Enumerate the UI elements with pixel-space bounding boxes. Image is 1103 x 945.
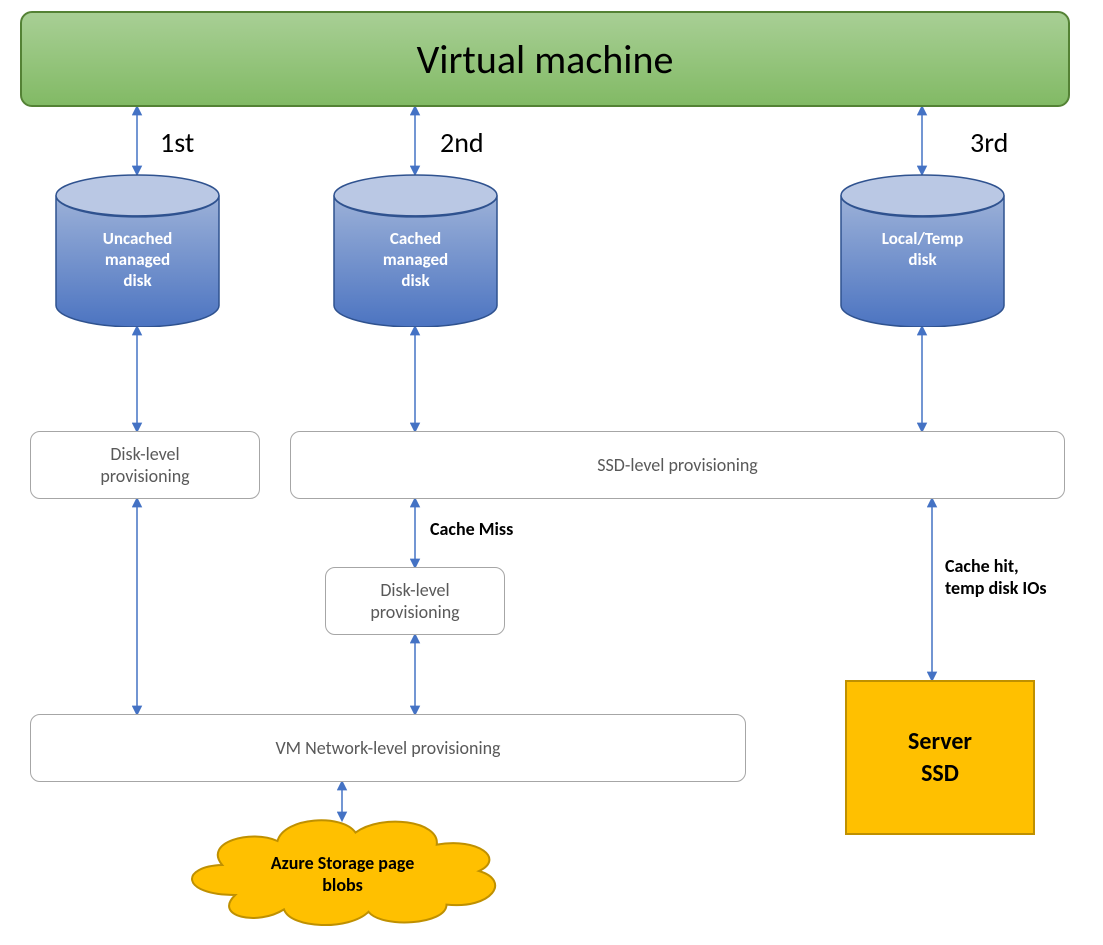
vm-network-label: VM Network-level provisioning — [275, 737, 500, 760]
annotation-1: Cache Miss — [430, 518, 513, 540]
disk-level-1-box: Disk-levelprovisioning — [30, 431, 260, 499]
vm-network-box: VM Network-level provisioning — [30, 714, 746, 782]
disk-cylinder-2: Cachedmanageddisk — [333, 174, 498, 327]
virtual-machine-label: Virtual machine — [417, 35, 674, 84]
ssd-level-box: SSD-level provisioning — [290, 431, 1065, 499]
diagram-canvas: Virtual machine 1st 2nd 3rd Uncachedmanage… — [0, 0, 1103, 945]
virtual-machine-box: Virtual machine — [20, 11, 1070, 107]
server-ssd-label: ServerSSD — [908, 726, 972, 788]
annotation-2: Cache hit,temp disk IOs — [945, 555, 1047, 599]
disk-cylinder-label: Local/Tempdisk — [840, 228, 1005, 271]
disk-level-2-box: Disk-levelprovisioning — [325, 567, 505, 635]
disk-cylinder-1: Uncachedmanageddisk — [55, 174, 220, 327]
ssd-level-label: SSD-level provisioning — [597, 454, 758, 477]
azure-storage-cloud: Azure Storage pageblobs — [180, 811, 505, 931]
column-label-3: 3rd — [970, 125, 1008, 160]
disk-cylinder-label: Cachedmanageddisk — [333, 228, 498, 292]
disk-level-2-label: Disk-levelprovisioning — [370, 579, 459, 624]
column-label-1: 1st — [160, 125, 194, 160]
server-ssd-box: ServerSSD — [845, 680, 1035, 835]
column-label-2: 2nd — [440, 125, 484, 160]
azure-storage-label: Azure Storage pageblobs — [180, 852, 505, 897]
disk-cylinder-label: Uncachedmanageddisk — [55, 228, 220, 292]
disk-cylinder-3: Local/Tempdisk — [840, 174, 1005, 327]
disk-level-1-label: Disk-levelprovisioning — [100, 443, 189, 488]
